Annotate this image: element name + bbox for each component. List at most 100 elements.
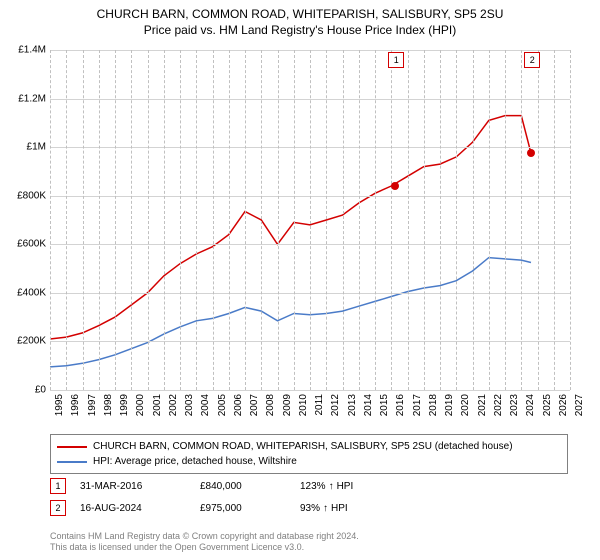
arrow-up-icon: ↑ <box>329 481 334 492</box>
sale-price-2: £975,000 <box>200 503 300 514</box>
sale-row-2: 2 16-AUG-2024 £975,000 93% ↑ HPI <box>50 500 568 516</box>
sale-marker-num-1: 1 <box>55 481 60 491</box>
grid-line-v <box>229 50 230 390</box>
sale-hpi-label-1: HPI <box>337 481 354 492</box>
x-axis-label: 1998 <box>103 394 114 416</box>
sale-hpi-1: 123% ↑ HPI <box>300 481 353 492</box>
marker-dot <box>391 182 399 190</box>
grid-line-v <box>83 50 84 390</box>
x-axis-label: 2027 <box>574 394 585 416</box>
grid-line-v <box>440 50 441 390</box>
x-axis-label: 2020 <box>460 394 471 416</box>
sale-date-2: 16-AUG-2024 <box>80 503 200 514</box>
x-axis-label: 2010 <box>298 394 309 416</box>
grid-line-v <box>343 50 344 390</box>
grid-line-v <box>456 50 457 390</box>
grid-line-v <box>261 50 262 390</box>
x-axis-label: 2024 <box>525 394 536 416</box>
x-axis-label: 2008 <box>265 394 276 416</box>
x-axis-label: 2005 <box>217 394 228 416</box>
x-axis-label: 1997 <box>87 394 98 416</box>
x-axis-label: 2013 <box>347 394 358 416</box>
y-axis-label: £0 <box>35 385 46 396</box>
footer-line-2: This data is licensed under the Open Gov… <box>50 542 568 554</box>
sale-hpi-pct-2: 93% <box>300 503 320 514</box>
x-axis-label: 2007 <box>249 394 260 416</box>
x-axis-label: 2014 <box>363 394 374 416</box>
grid-line-v <box>66 50 67 390</box>
grid-line-v <box>99 50 100 390</box>
grid-line-v <box>570 50 571 390</box>
y-axis-label: £1M <box>27 142 46 153</box>
footer-note: Contains HM Land Registry data © Crown c… <box>50 531 568 554</box>
x-axis-label: 1999 <box>119 394 130 416</box>
grid-line-v <box>521 50 522 390</box>
x-axis-label: 2011 <box>314 394 325 416</box>
chart-subtitle: Price paid vs. HM Land Registry's House … <box>0 23 600 41</box>
arrow-up-icon: ↑ <box>323 503 328 514</box>
x-axis-label: 2022 <box>493 394 504 416</box>
legend-label-property: CHURCH BARN, COMMON ROAD, WHITEPARISH, S… <box>93 439 513 454</box>
grid-line-h <box>50 390 570 391</box>
sale-price-1: £840,000 <box>200 481 300 492</box>
x-axis-label: 1995 <box>54 394 65 416</box>
y-axis-label: £400K <box>17 287 46 298</box>
x-axis-label: 2006 <box>233 394 244 416</box>
sale-marker-2: 2 <box>50 500 66 516</box>
sale-hpi-label-2: HPI <box>331 503 348 514</box>
grid-line-v <box>278 50 279 390</box>
y-axis-label: £600K <box>17 239 46 250</box>
footer-line-1: Contains HM Land Registry data © Crown c… <box>50 531 568 543</box>
legend-row-hpi: HPI: Average price, detached house, Wilt… <box>57 454 561 469</box>
grid-line-v <box>505 50 506 390</box>
y-axis-label: £1.4M <box>18 45 46 56</box>
grid-line-v <box>294 50 295 390</box>
x-axis-label: 2000 <box>135 394 146 416</box>
y-axis-label: £800K <box>17 190 46 201</box>
grid-line-v <box>196 50 197 390</box>
grid-line-v <box>473 50 474 390</box>
legend-label-hpi: HPI: Average price, detached house, Wilt… <box>93 454 297 469</box>
grid-line-v <box>245 50 246 390</box>
grid-line-v <box>424 50 425 390</box>
grid-line-v <box>148 50 149 390</box>
grid-line-v <box>326 50 327 390</box>
x-axis-label: 2016 <box>395 394 406 416</box>
grid-line-v <box>180 50 181 390</box>
x-axis-label: 2003 <box>184 394 195 416</box>
x-axis-label: 2012 <box>330 394 341 416</box>
sale-hpi-2: 93% ↑ HPI <box>300 503 348 514</box>
chart-container: CHURCH BARN, COMMON ROAD, WHITEPARISH, S… <box>0 0 600 560</box>
x-axis-label: 2015 <box>379 394 390 416</box>
x-axis-label: 2023 <box>509 394 520 416</box>
sale-row-1: 1 31-MAR-2016 £840,000 123% ↑ HPI <box>50 478 568 494</box>
x-axis-label: 2019 <box>444 394 455 416</box>
x-axis-label: 2004 <box>200 394 211 416</box>
series-property <box>50 116 531 339</box>
grid-line-v <box>131 50 132 390</box>
sale-hpi-pct-1: 123% <box>300 481 326 492</box>
grid-line-v <box>408 50 409 390</box>
x-axis-label: 2018 <box>428 394 439 416</box>
x-axis-label: 2009 <box>282 394 293 416</box>
grid-line-v <box>391 50 392 390</box>
grid-line-v <box>375 50 376 390</box>
grid-line-v <box>50 50 51 390</box>
legend: CHURCH BARN, COMMON ROAD, WHITEPARISH, S… <box>50 434 568 474</box>
legend-row-property: CHURCH BARN, COMMON ROAD, WHITEPARISH, S… <box>57 439 561 454</box>
grid-line-v <box>538 50 539 390</box>
grid-line-v <box>489 50 490 390</box>
marker-dot <box>527 149 535 157</box>
marker-box: 2 <box>524 52 540 68</box>
y-axis-label: £200K <box>17 336 46 347</box>
marker-box: 1 <box>388 52 404 68</box>
x-axis-label: 2017 <box>412 394 423 416</box>
plot-area: £0£200K£400K£600K£800K£1M£1.2M£1.4M19951… <box>50 50 570 390</box>
sale-marker-1: 1 <box>50 478 66 494</box>
x-axis-label: 2026 <box>558 394 569 416</box>
grid-line-v <box>115 50 116 390</box>
grid-line-v <box>213 50 214 390</box>
y-axis-label: £1.2M <box>18 93 46 104</box>
x-axis-label: 2002 <box>168 394 179 416</box>
legend-swatch-hpi <box>57 461 87 463</box>
